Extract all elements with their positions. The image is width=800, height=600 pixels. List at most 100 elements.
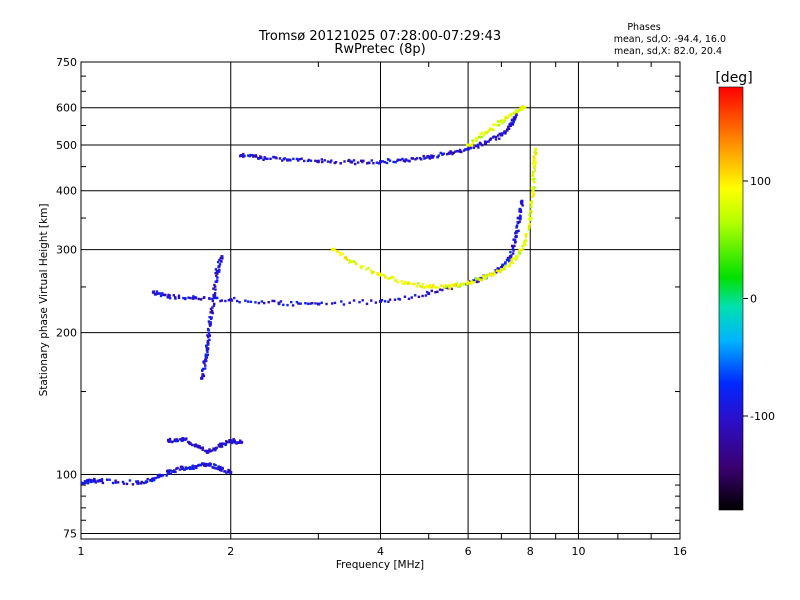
data-point (309, 159, 313, 162)
data-point (146, 477, 149, 481)
x-axis-label: Frequency [MHz] (336, 559, 424, 571)
data-point (220, 444, 223, 447)
data-point (505, 258, 509, 262)
data-point (205, 346, 209, 349)
data-point (498, 137, 501, 140)
data-point (247, 154, 250, 157)
data-point (244, 299, 247, 302)
data-point (214, 448, 217, 452)
data-point (514, 258, 518, 261)
data-point (383, 160, 386, 164)
data-point (292, 157, 295, 161)
data-point (255, 155, 258, 158)
data-point (216, 272, 219, 275)
data-point (503, 120, 506, 123)
data-point (227, 440, 231, 444)
data-point (205, 344, 208, 348)
data-point (219, 299, 222, 303)
data-point (208, 297, 211, 300)
data-point (532, 165, 536, 169)
data-point (469, 282, 472, 285)
data-point (212, 287, 215, 290)
data-point (214, 288, 217, 291)
data-point (94, 479, 97, 483)
data-point (514, 113, 518, 117)
data-point (518, 220, 521, 223)
data-point (192, 295, 195, 298)
data-point (497, 123, 501, 127)
data-point (480, 135, 483, 139)
data-point (424, 294, 428, 297)
data-point (282, 303, 285, 307)
data-point (211, 299, 215, 303)
data-point (490, 127, 494, 131)
data-point (229, 471, 233, 475)
data-point (499, 268, 503, 272)
data-point (361, 160, 364, 164)
data-point (488, 127, 492, 130)
data-point (201, 462, 204, 465)
data-point (512, 249, 515, 252)
data-point (144, 480, 148, 483)
data-point (212, 293, 216, 297)
colorbar-ticks: 100 0 -100 (743, 175, 775, 423)
data-point (466, 147, 470, 151)
data-point (206, 449, 210, 453)
data-point (339, 162, 342, 165)
data-point (92, 480, 95, 483)
data-point (221, 257, 224, 260)
data-point (114, 481, 117, 484)
data-point (214, 271, 217, 275)
data-point (493, 272, 496, 276)
data-point (179, 465, 183, 469)
data-point (514, 234, 518, 238)
data-point (393, 298, 397, 301)
data-point (218, 468, 222, 472)
data-point (394, 279, 398, 282)
data-point (233, 439, 236, 442)
data-point (459, 284, 462, 287)
data-point (218, 263, 222, 266)
data-point (512, 238, 515, 241)
data-point (413, 294, 417, 297)
data-point (350, 260, 354, 264)
data-point (206, 327, 210, 331)
data-point (450, 287, 453, 291)
data-point (213, 302, 216, 306)
data-point (215, 280, 218, 283)
data-point (379, 299, 382, 303)
data-point (220, 445, 224, 448)
data-point (447, 151, 451, 155)
data-point (314, 159, 317, 163)
data-point (94, 481, 97, 484)
data-point (290, 300, 293, 304)
data-point (503, 268, 506, 271)
data-point (100, 478, 104, 481)
data-point (342, 303, 346, 306)
data-point (534, 147, 538, 151)
data-point (188, 466, 192, 469)
data-point (524, 235, 528, 239)
data-point (264, 157, 267, 160)
data-point (206, 339, 210, 343)
data-point (204, 364, 207, 367)
data-point (477, 280, 480, 283)
data-point (194, 296, 198, 300)
data-point (517, 229, 520, 233)
data-point (509, 261, 512, 264)
data-point (469, 146, 472, 150)
data-point (252, 154, 256, 158)
data-point (512, 111, 516, 115)
data-point (206, 350, 209, 354)
data-point (216, 276, 219, 279)
data-point (214, 467, 217, 470)
data-point (161, 474, 165, 477)
data-point (204, 449, 207, 453)
data-point (413, 282, 416, 286)
data-point (461, 282, 465, 286)
data-point (173, 439, 176, 443)
data-point (417, 282, 420, 285)
data-point (86, 482, 90, 485)
data-point (100, 479, 104, 483)
